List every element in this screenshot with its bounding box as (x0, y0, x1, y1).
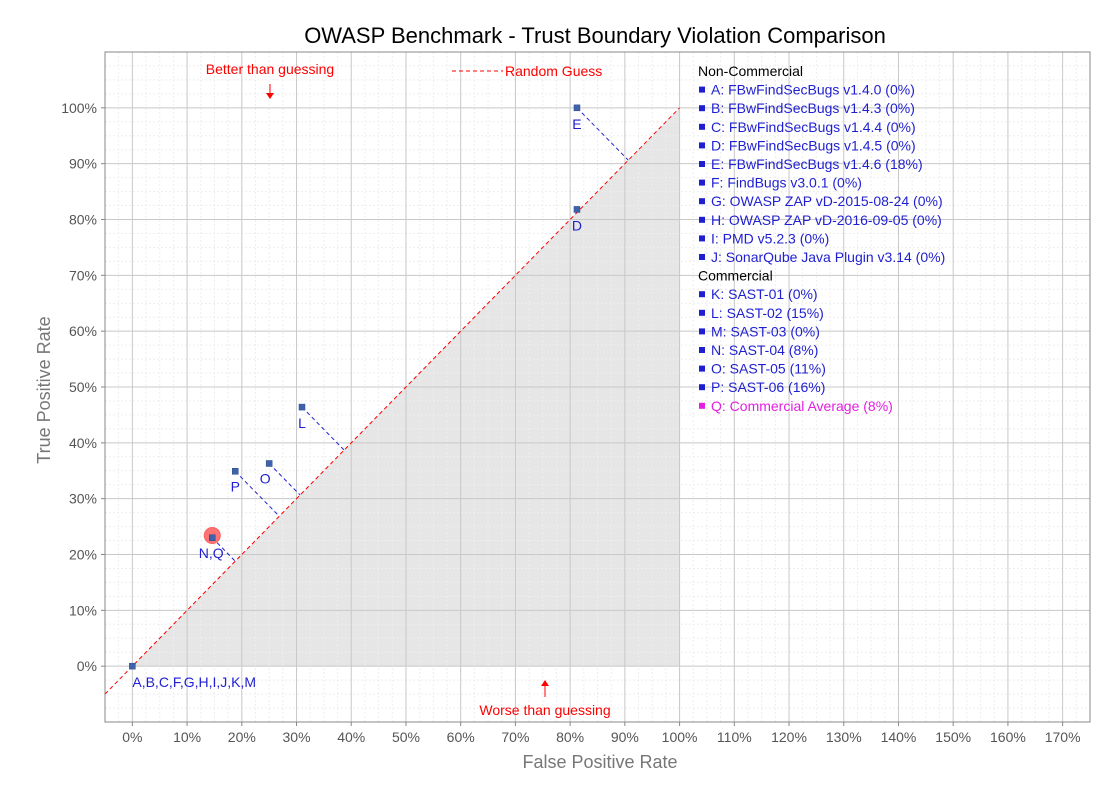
legend-marker (699, 347, 705, 353)
legend-marker (699, 365, 705, 372)
distance-line (576, 107, 629, 161)
point-label: P (231, 478, 240, 494)
data-point (573, 206, 581, 213)
y-tick-label: 60% (69, 323, 97, 339)
y-tick-label: 70% (69, 267, 97, 283)
legend-group-heading: Non-Commercial (698, 63, 803, 79)
x-tick-label: 70% (501, 729, 529, 745)
point-label: D (572, 217, 582, 233)
x-tick-label: 140% (881, 729, 917, 745)
better-arrow-head (266, 93, 274, 99)
legend-marker (699, 105, 705, 112)
distance-line (211, 537, 236, 562)
x-tick-label: 170% (1045, 729, 1081, 745)
x-tick-label: 20% (228, 729, 256, 745)
legend-marker (699, 309, 705, 316)
y-tick-label: 80% (69, 212, 97, 228)
legend-marker (699, 161, 705, 167)
worse-arrow-head (541, 680, 549, 686)
x-tick-label: 100% (662, 729, 698, 745)
legend-marker-average (699, 402, 705, 409)
legend-item: J: SonarQube Java Plugin v3.14 (0%) (711, 249, 945, 265)
data-point (298, 403, 306, 411)
plot-area: 0% 10% 20% 30% 40% 50% 60% 70% 80% 90% 100% 110% 120… (61, 51, 1091, 745)
legend-item: P: SAST-06 (16%) (711, 379, 825, 395)
x-tick-label: 60% (447, 729, 475, 745)
x-tick-label: 160% (990, 729, 1026, 745)
legend-item-average: Q: Commercial Average (8%) (711, 398, 893, 414)
data-point (209, 534, 216, 541)
x-tick-label: 130% (826, 729, 862, 745)
y-axis-label: True Positive Rate (34, 316, 54, 463)
legend-item: D: FBwFindSecBugs v1.4.5 (0%) (711, 137, 916, 153)
legend-item: H: OWASP ZAP vD-2016-09-05 (0%) (711, 212, 942, 228)
legend-marker (699, 235, 705, 242)
x-tick-label: 0% (122, 729, 142, 745)
x-tick-label: 10% (173, 729, 201, 745)
x-tick-label: 110% (717, 729, 752, 745)
y-tick-label: 100% (61, 100, 97, 116)
legend-item: M: SAST-03 (0%) (711, 323, 820, 339)
plot-border (104, 51, 1091, 723)
distance-line (268, 463, 301, 496)
legend-item: A: FBwFindSecBugs v1.4.0 (0%) (711, 82, 915, 98)
y-tick-label: 40% (69, 435, 97, 451)
legend-marker (699, 328, 705, 335)
legend-marker (699, 291, 705, 298)
legend-marker (699, 123, 705, 130)
data-point (231, 468, 239, 475)
x-tick-label: 80% (556, 729, 584, 745)
worse-than-guessing-label: Worse than guessing (479, 702, 610, 718)
point-label: N,Q (199, 545, 224, 561)
legend-item: F: FindBugs v3.0.1 (0%) (711, 175, 862, 191)
legend-item: K: SAST-01 (0%) (711, 286, 818, 302)
point-label: L (298, 415, 306, 431)
legend-item: L: SAST-02 (15%) (711, 305, 824, 321)
y-tick-label: 50% (69, 379, 97, 395)
data-point (129, 662, 136, 670)
legend-item: B: FBwFindSecBugs v1.4.3 (0%) (711, 100, 915, 116)
point-label: A,B,C,F,G,H,I,J,K,M (132, 674, 256, 690)
x-tick-label: 90% (611, 729, 639, 745)
legend-marker (699, 198, 705, 205)
legend-item: I: PMD v5.2.3 (0%) (711, 230, 829, 246)
y-tick-label: 90% (69, 156, 97, 172)
legend: Non-Commercial A: FBwFindSecBugs v1.4.0 (… (698, 63, 945, 414)
data-point (265, 460, 273, 467)
chart-title: OWASP Benchmark - Trust Boundary Violati… (304, 23, 886, 48)
legend-marker (699, 142, 705, 149)
legend-item: E: FBwFindSecBugs v1.4.6 (18%) (711, 156, 923, 172)
legend-marker (699, 179, 705, 186)
point-label: O (260, 470, 271, 486)
y-tick-label: 10% (69, 602, 97, 618)
data-point (573, 104, 581, 112)
distance-line (301, 406, 345, 451)
better-than-guessing-label: Better than guessing (206, 61, 334, 77)
random-guess-line (104, 107, 680, 695)
x-tick-label: 50% (392, 729, 420, 745)
legend-marker (699, 86, 705, 93)
legend-item: O: SAST-05 (11%) (711, 361, 826, 377)
point-label: E (572, 116, 581, 132)
y-tick-label: 20% (69, 547, 97, 563)
x-axis-label: False Positive Rate (522, 752, 677, 772)
y-tick-label: 0% (77, 658, 97, 674)
y-tick-label: 30% (69, 491, 97, 507)
legend-group-heading: Commercial (698, 268, 773, 284)
x-tick-label: 120% (771, 729, 807, 745)
legend-marker (699, 254, 705, 260)
legend-item: N: SAST-04 (8%) (711, 342, 818, 358)
legend-marker (699, 216, 705, 223)
legend-marker (699, 384, 705, 391)
random-guess-legend-label: Random Guess (505, 63, 602, 79)
x-tick-label: 40% (337, 729, 365, 745)
x-tick-label: 30% (283, 729, 311, 745)
legend-item: G: OWASP ZAP vD-2015-08-24 (0%) (711, 193, 943, 209)
legend-item: C: FBwFindSecBugs v1.4.4 (0%) (711, 119, 916, 135)
x-tick-label: 150% (935, 729, 971, 745)
distance-line (234, 470, 280, 517)
